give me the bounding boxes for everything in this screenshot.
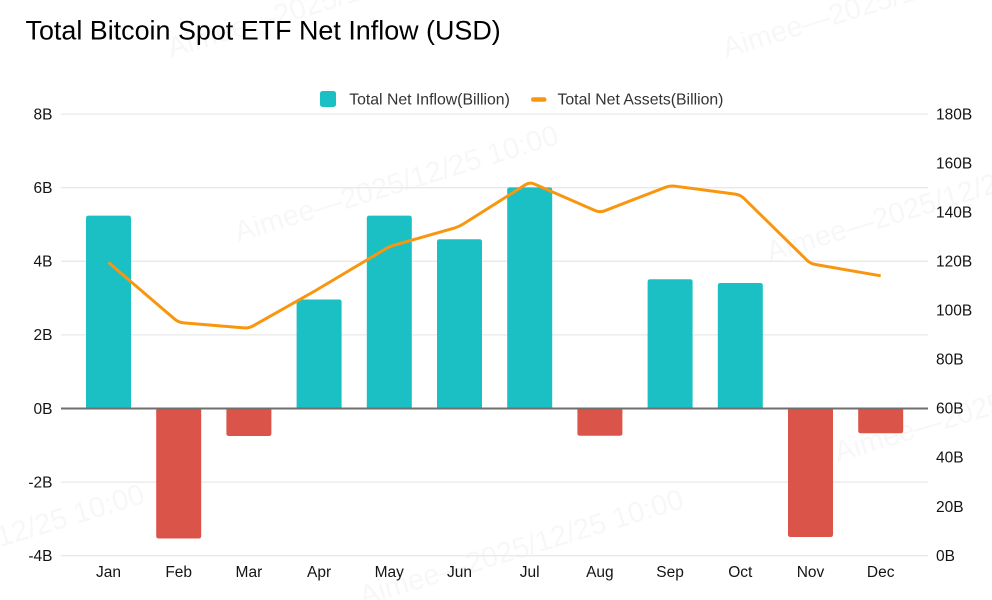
svg-text:May: May [375, 564, 405, 581]
svg-text:Jan: Jan [96, 564, 121, 581]
svg-text:Total Net Assets(Billion): Total Net Assets(Billion) [558, 91, 724, 108]
svg-text:Feb: Feb [165, 564, 192, 581]
svg-text:60B: 60B [936, 401, 964, 418]
svg-text:Aug: Aug [586, 564, 614, 581]
svg-text:180B: 180B [936, 106, 972, 123]
svg-text:6B: 6B [34, 180, 53, 197]
svg-text:Jul: Jul [520, 564, 540, 581]
svg-text:2B: 2B [34, 327, 53, 344]
svg-text:Jun: Jun [447, 564, 472, 581]
svg-text:160B: 160B [936, 155, 972, 172]
svg-text:Dec: Dec [867, 564, 895, 581]
svg-text:20B: 20B [936, 499, 964, 516]
svg-text:40B: 40B [936, 450, 964, 467]
svg-text:Mar: Mar [236, 564, 263, 581]
svg-text:4B: 4B [34, 254, 53, 271]
svg-text:8B: 8B [34, 106, 53, 123]
svg-text:Apr: Apr [307, 564, 331, 581]
svg-text:140B: 140B [936, 205, 972, 222]
svg-text:Oct: Oct [728, 564, 753, 581]
svg-text:-2B: -2B [28, 474, 52, 491]
svg-text:Nov: Nov [797, 564, 825, 581]
svg-text:100B: 100B [936, 303, 972, 320]
svg-text:0B: 0B [936, 548, 955, 565]
svg-text:120B: 120B [936, 254, 972, 271]
svg-text:Sep: Sep [656, 564, 684, 581]
svg-text:Total Bitcoin Spot ETF Net Inf: Total Bitcoin Spot ETF Net Inflow (USD) [26, 16, 501, 46]
svg-text:80B: 80B [936, 352, 964, 369]
svg-text:-4B: -4B [28, 548, 52, 565]
svg-text:Total Net Inflow(Billion): Total Net Inflow(Billion) [349, 91, 510, 108]
svg-text:0B: 0B [34, 401, 53, 418]
